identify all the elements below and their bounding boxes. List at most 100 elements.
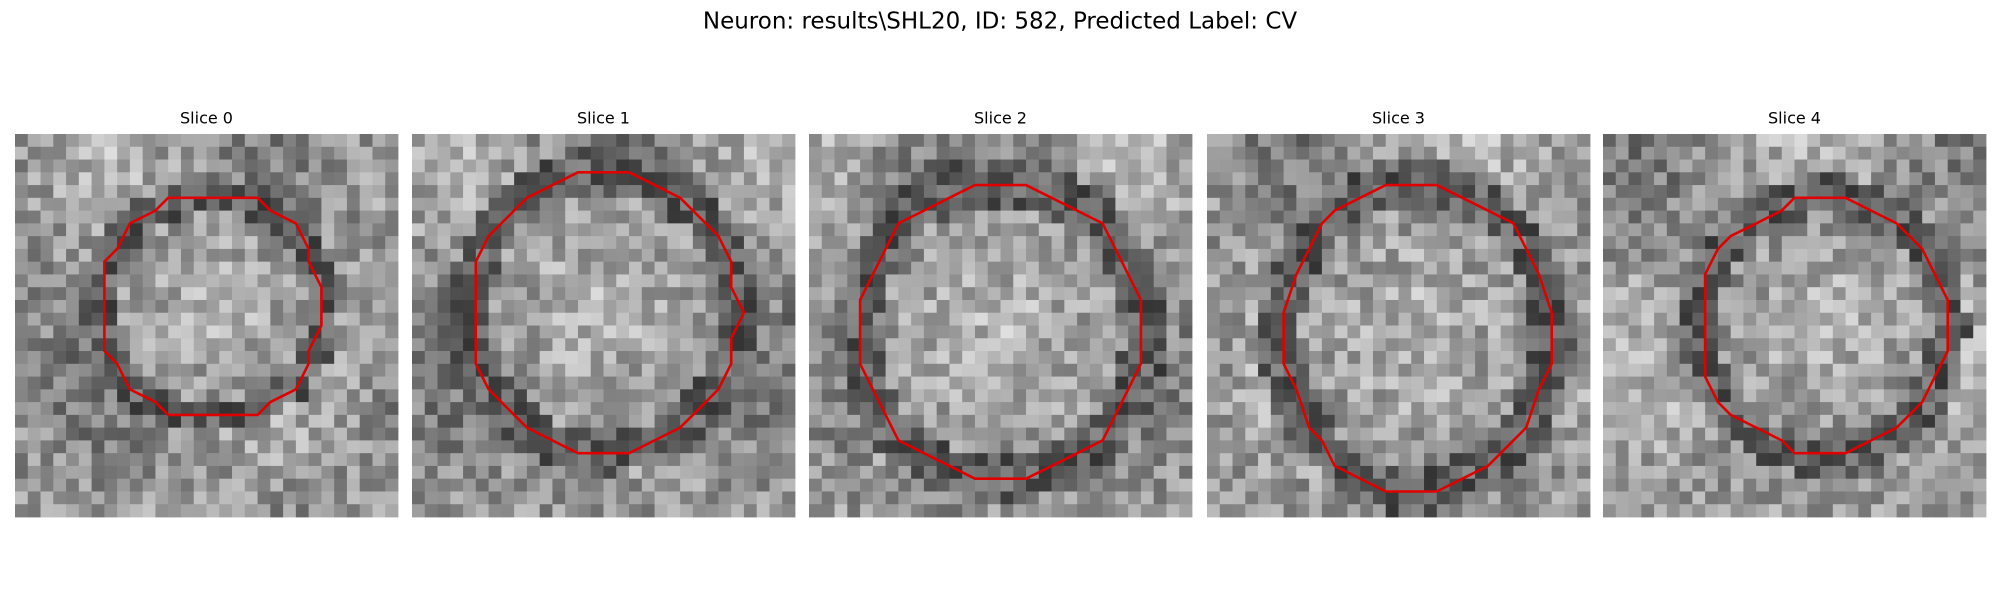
- pixel: [1628, 146, 1642, 160]
- pixel: [1115, 172, 1129, 186]
- pixel: [1115, 274, 1129, 288]
- pixel: [654, 223, 668, 237]
- pixel: [718, 248, 732, 263]
- pixel: [372, 210, 386, 224]
- pixel: [1089, 325, 1104, 339]
- pixel: [142, 325, 156, 339]
- pixel: [450, 363, 464, 377]
- pixel: [1500, 223, 1514, 237]
- pixel: [731, 325, 745, 339]
- pixel: [577, 185, 592, 199]
- pixel: [718, 134, 732, 148]
- pixel: [514, 299, 528, 314]
- pixel: [66, 210, 80, 224]
- pixel: [1179, 185, 1193, 199]
- pixel: [769, 185, 783, 199]
- pixel: [321, 210, 335, 224]
- pixel: [1666, 274, 1680, 288]
- pixel: [987, 440, 1001, 454]
- pixel: [1385, 274, 1399, 288]
- pixel: [372, 261, 386, 275]
- pixel: [155, 363, 169, 377]
- pixel: [654, 134, 668, 148]
- pixel: [1730, 338, 1744, 352]
- pixel: [834, 159, 848, 173]
- pixel: [1219, 223, 1233, 237]
- pixel: [1564, 299, 1578, 314]
- pixel: [1564, 197, 1578, 211]
- pixel: [680, 453, 694, 467]
- pixel: [898, 440, 912, 454]
- pixel: [1166, 325, 1180, 339]
- pixel: [1232, 287, 1246, 301]
- pixel: [667, 465, 681, 480]
- pixel: [129, 312, 144, 326]
- pixel: [219, 351, 233, 365]
- pixel: [821, 248, 835, 263]
- pixel: [1013, 236, 1027, 250]
- pixel: [616, 465, 630, 480]
- pixel: [129, 223, 144, 237]
- pixel: [1909, 453, 1923, 467]
- pixel: [1013, 197, 1027, 211]
- pixel: [295, 465, 310, 480]
- pixel: [526, 172, 541, 186]
- pixel: [577, 146, 592, 160]
- pixel: [1781, 287, 1795, 301]
- pixel: [1615, 210, 1629, 224]
- pixel: [385, 504, 399, 518]
- pixel: [27, 351, 41, 365]
- pixel: [91, 159, 105, 173]
- pixel: [1140, 197, 1155, 211]
- pixel: [475, 376, 489, 390]
- pixel: [1436, 402, 1450, 416]
- pixel: [1283, 465, 1297, 480]
- pixel: [129, 172, 144, 186]
- pixel: [15, 453, 29, 467]
- pixel: [155, 414, 169, 429]
- pixel: [372, 185, 386, 199]
- pixel: [424, 376, 438, 390]
- pixel: [821, 376, 835, 390]
- pixel: [629, 223, 643, 237]
- pixel: [590, 504, 604, 518]
- pixel: [1615, 236, 1629, 250]
- pixel: [552, 223, 566, 237]
- pixel: [654, 453, 668, 467]
- pixel: [1424, 414, 1438, 429]
- pixel: [705, 210, 719, 224]
- pixel: [872, 312, 886, 326]
- pixel: [680, 210, 694, 224]
- pixel: [743, 197, 758, 211]
- pixel: [1475, 402, 1489, 416]
- pixel: [1140, 185, 1155, 199]
- pixel: [1883, 414, 1898, 429]
- pixel: [1296, 236, 1310, 250]
- pixel: [1756, 427, 1770, 441]
- pixel: [1692, 172, 1706, 186]
- pixel: [718, 172, 732, 186]
- pixel: [1615, 351, 1629, 365]
- pixel: [1436, 465, 1450, 480]
- pixel: [232, 427, 246, 441]
- pixel: [756, 363, 770, 377]
- pixel: [1538, 440, 1553, 454]
- pixel: [142, 248, 156, 263]
- pixel: [488, 478, 502, 492]
- pixel: [629, 312, 643, 326]
- pixel: [168, 236, 182, 250]
- pixel: [1026, 210, 1040, 224]
- pixel: [911, 478, 925, 492]
- pixel: [1768, 261, 1783, 275]
- pixel: [180, 210, 195, 224]
- pixel: [1896, 274, 1910, 288]
- pixel: [1411, 261, 1425, 275]
- pixel: [385, 274, 399, 288]
- pixel: [705, 491, 719, 505]
- pixel: [1500, 338, 1514, 352]
- pixel: [923, 402, 938, 416]
- pixel: [91, 338, 105, 352]
- pixel: [1858, 491, 1872, 505]
- pixel: [1334, 389, 1348, 403]
- pixel: [1705, 223, 1719, 237]
